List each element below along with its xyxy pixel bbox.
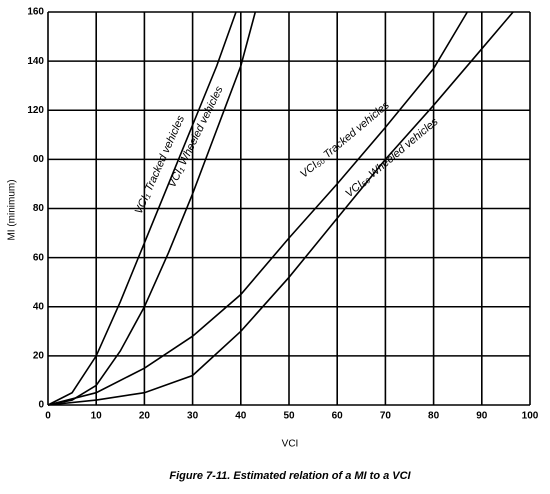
series-line [47,11,257,406]
x-axis-label: VCI [282,439,299,450]
chart-title: Figure 7-11. Estimated relation of a MI … [169,470,411,482]
y-axis-label: MI (minimum) [7,179,18,240]
x-tick-label: 0 [45,411,51,422]
x-tick-label: 80 [428,411,440,422]
y-tick-label: 160 [27,7,44,18]
x-tick-label: 100 [522,411,539,422]
series-line [47,11,514,406]
x-tick-label: 20 [139,411,151,422]
y-tick-label: 120 [27,105,44,116]
x-tick-label: 90 [476,411,488,422]
x-tick-label: 70 [380,411,392,422]
y-tick-label: 40 [33,301,45,312]
series-line [47,11,237,406]
y-tick-label: 60 [33,252,45,263]
y-tick-label: 140 [27,56,44,67]
x-tick-label: 60 [332,411,344,422]
y-tick-label: 80 [33,203,45,214]
x-tick-label: 40 [235,411,247,422]
x-tick-label: 30 [187,411,199,422]
x-tick-label: 50 [283,411,295,422]
y-tick-label: 0 [38,400,44,411]
y-tick-label: 00 [33,154,45,165]
x-tick-label: 10 [91,411,103,422]
y-tick-label: 20 [33,351,45,362]
series-line [47,11,468,406]
